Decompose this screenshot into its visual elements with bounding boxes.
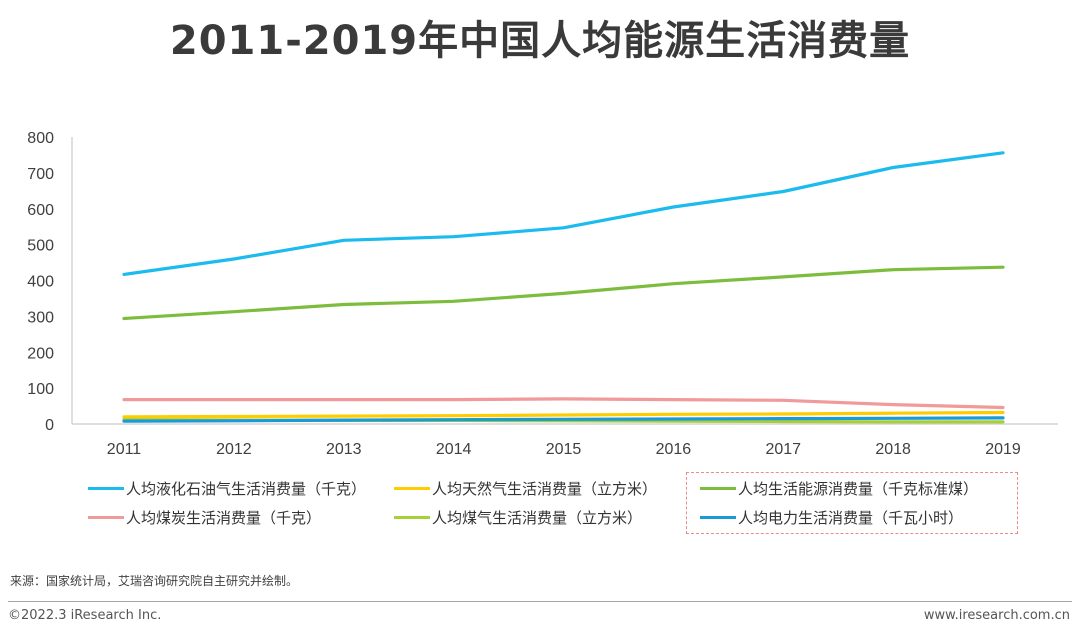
y-tick-label: 100 (27, 381, 54, 398)
line-chart: 0 100 200 300 400 500 600 700 800 2011 2012 2013 201… (27, 130, 1058, 458)
y-tick-label: 800 (27, 130, 54, 147)
series-line (122, 416, 1005, 423)
x-tick-label: 2012 (216, 441, 252, 458)
legend-swatch (394, 486, 430, 490)
legend-swatch (88, 486, 124, 490)
legend-label: 人均液化石油气生活消费量（千克） (126, 479, 367, 498)
y-tick-label: 400 (27, 274, 54, 291)
x-tick-label: 2017 (765, 441, 801, 458)
y-tick-label: 200 (27, 345, 54, 362)
chart-legend: 人均液化石油气生活消费量（千克） 人均天然气生活消费量（立方米） 人均生活能源消… (84, 472, 1044, 534)
x-tick-label: 2016 (656, 441, 692, 458)
y-tick-label: 0 (45, 417, 54, 434)
legend-label: 人均煤炭生活消费量（千克） (126, 508, 322, 527)
series-line (122, 265, 1005, 321)
series-line (122, 397, 1005, 410)
legend-item: 人均煤炭生活消费量（千克） (88, 505, 321, 529)
y-tick-label: 600 (27, 202, 54, 219)
legend-swatch (394, 515, 430, 519)
legend-label: 人均生活能源消费量（千克标准煤） (738, 479, 979, 498)
legend-swatch (700, 515, 736, 519)
y-tick-label: 500 (27, 238, 54, 255)
legend-swatch (88, 515, 124, 519)
y-tick-label: 300 (27, 309, 54, 326)
x-tick-label: 2015 (546, 441, 582, 458)
copyright-text: ©2022.3 iResearch Inc. (8, 608, 162, 623)
chart-title: 2011-2019年中国人均能源生活消费量 (169, 18, 911, 64)
x-tick-label: 2013 (326, 441, 362, 458)
legend-item: 人均液化石油气生活消费量（千克） (88, 476, 366, 500)
x-tick-label: 2011 (107, 441, 142, 458)
source-note: 来源：国家统计局，艾瑞咨询研究院自主研究并绘制。 (10, 574, 299, 588)
footer-divider (8, 601, 1072, 602)
x-tick-label: 2014 (436, 441, 472, 458)
legend-label: 人均天然气生活消费量（立方米） (432, 479, 658, 498)
series-line (122, 151, 1005, 276)
website-link[interactable]: www.iresearch.com.cn (923, 608, 1070, 623)
x-tick-label: 2019 (985, 441, 1021, 458)
series-line (122, 410, 1005, 419)
legend-swatch (700, 486, 736, 490)
legend-highlight-box (686, 472, 1018, 534)
legend-item: 人均煤气生活消费量（立方米） (394, 505, 642, 529)
legend-item: 人均电力生活消费量（千瓦小时） (700, 505, 963, 529)
legend-label: 人均电力生活消费量（千瓦小时） (738, 508, 964, 527)
legend-item: 人均天然气生活消费量（立方米） (394, 476, 657, 500)
x-tick-label: 2018 (875, 441, 911, 458)
legend-label: 人均煤气生活消费量（立方米） (432, 508, 643, 527)
y-tick-label: 700 (27, 166, 54, 183)
legend-item: 人均生活能源消费量（千克标准煤） (700, 476, 978, 500)
